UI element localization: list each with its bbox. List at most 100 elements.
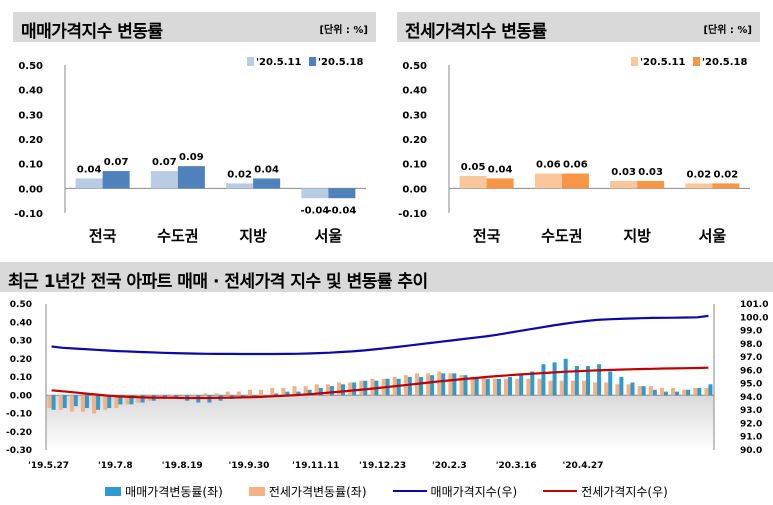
trend-left-tick-label: -0.10 [6, 410, 32, 420]
jeonse-panel-unit: [단위 : %] [703, 25, 752, 36]
legend-label-sale-index: 매매가격지수(우) [430, 484, 518, 499]
sale-bar [253, 178, 281, 189]
trend-jeonse-change-bar [581, 380, 586, 396]
trend-jeonse-change-bar [92, 395, 97, 414]
trend-jeonse-change-bar [492, 378, 497, 396]
trend-jeonse-index-line [51, 366, 709, 400]
legend-jeonse-index: 전세가격지수(우) [543, 482, 668, 500]
trend-jeonse-change-bar [481, 377, 486, 396]
trend-sale-change-bar [318, 387, 323, 396]
trend-chart: 0.50 0.40 0.30 0.20 0.10 0.00 -0.10 -0.20 -0.30 1… [6, 300, 768, 471]
trend-jeonse-change-bar [615, 384, 620, 396]
sale-panel-unit: [단위 : %] [319, 25, 368, 36]
trend-right-tick-label: 90.0 [740, 446, 762, 456]
trend-sale-change-bar [563, 358, 568, 396]
sale-y-tick-label: -0.10 [14, 209, 43, 220]
trend-sale-change-bar [407, 377, 412, 396]
trend-sale-change-bar [441, 373, 446, 396]
legend-swatch-jeonse-change [248, 486, 265, 496]
trend-sale-change-bar [307, 389, 312, 396]
trend-x-tick-label: '20.4.27 [563, 461, 604, 471]
jeonse-y-tick-label: -0.10 [398, 209, 427, 220]
trend-x-tick-label: '19.11.11 [292, 461, 339, 471]
trend-sale-index-line [51, 314, 709, 356]
trend-jeonse-change-bar [693, 387, 698, 396]
trend-jeonse-change-bar [370, 378, 375, 396]
trend-sale-change-bar [129, 395, 134, 405]
trend-right-tick-label: 94.0 [740, 393, 762, 403]
trend-sale-change-bar [641, 386, 646, 396]
trend-x-tick-label: '20.2.3 [432, 461, 467, 471]
trend-negative-band [46, 395, 714, 450]
trend-jeonse-change-bar [247, 389, 252, 396]
sale-data-label: 0.02 [227, 169, 252, 180]
trend-sale-change-bar [107, 395, 112, 409]
sale-legend-label: '20.5.18 [318, 57, 363, 68]
trend-jeonse-change-bar [225, 391, 230, 396]
legend-jeonse-change: 전세가격변동률(좌) [248, 482, 367, 500]
trend-right-tick-label: 101.0 [740, 300, 768, 310]
trend-left-tick-label: 0.50 [10, 300, 32, 310]
trend-sale-change-bar [708, 384, 713, 396]
trend-jeonse-change-bar [359, 380, 364, 396]
sale-bar [226, 183, 254, 189]
trend-sale-change-bar [274, 393, 279, 396]
sale-bar [328, 188, 356, 199]
jeonse-y-tick-label: 0.50 [402, 61, 427, 72]
trend-sale-change-bar [585, 366, 590, 396]
sale-data-label: -0.04 [327, 205, 356, 216]
sale-category-label: 서울 [315, 227, 343, 245]
trend-jeonse-change-bar [281, 387, 286, 396]
trend-sale-change-bar [686, 389, 691, 396]
trend-jeonse-change-bar [604, 382, 609, 396]
trend-sale-change-bar [285, 391, 290, 396]
trend-left-tick-label: 0.00 [10, 391, 32, 401]
trend-sale-change-bar [96, 395, 101, 410]
trend-left-tick-label: 0.30 [10, 337, 32, 347]
trend-panel-title: 최근 1년간 전국 아파트 매매 · 전세가격 지수 및 변동률 추이 [8, 272, 428, 292]
trend-jeonse-change-bar [448, 373, 453, 396]
trend-sale-change-bar [697, 387, 702, 396]
trend-jeonse-change-bar [214, 393, 219, 396]
sale-legend-label: '20.5.11 [256, 57, 301, 68]
trend-jeonse-change-bar [659, 387, 664, 396]
trend-right-tick-label: 98.0 [740, 340, 762, 350]
jeonse-panel-title: 전세가격지수 변동률 [405, 22, 547, 42]
trend-sale-change-bar [519, 375, 524, 396]
trend-jeonse-change-bar [80, 395, 85, 412]
trend-jeonse-change-bar [314, 384, 319, 396]
sale-legend-swatch [247, 57, 254, 66]
trend-left-tick-label: -0.20 [6, 428, 32, 438]
trend-right-tick-label: 100.0 [740, 313, 768, 323]
trend-sale-change-bar [329, 386, 334, 396]
trend-jeonse-change-bar [125, 395, 130, 405]
trend-sale-change-bar [341, 384, 346, 396]
jeonse-bar [685, 183, 713, 189]
sale-y-tick-label: 0.30 [18, 110, 43, 121]
trend-jeonse-change-bar [526, 378, 531, 396]
jeonse-panel-header: 전세가격지수 변동률 [단위 : %] [397, 12, 760, 42]
trend-panel-header: 최근 1년간 전국 아파트 매매 · 전세가격 지수 및 변동률 추이 [0, 262, 773, 292]
trend-sale-change-bar [418, 377, 423, 396]
trend-x-tick-label: '19.8.19 [162, 461, 203, 471]
trend-sale-change-bar [574, 366, 579, 396]
jeonse-legend-label: '20.5.11 [640, 57, 685, 68]
trend-jeonse-change-bar [637, 386, 642, 396]
sale-data-label: -0.04 [300, 205, 329, 216]
trend-sale-change-bar [619, 377, 624, 396]
sale-bar [177, 166, 205, 189]
sale-legend-swatch [309, 57, 316, 66]
trend-jeonse-change-bar [292, 386, 297, 396]
sale-data-label: 0.07 [104, 157, 129, 168]
legend-swatch-jeonse-index [543, 490, 578, 492]
jeonse-change-chart: 0.50 0.40 0.30 0.20 0.10 0.00 -0.10 0.05 0.04 전국 0… [398, 57, 750, 245]
jeonse-data-label: 0.06 [536, 160, 561, 171]
trend-jeonse-change-bar [58, 395, 63, 410]
jeonse-data-label: 0.02 [714, 169, 739, 180]
trend-jeonse-change-bar [537, 378, 542, 396]
trend-sale-change-bar [608, 371, 613, 396]
trend-sale-change-bar [396, 378, 401, 396]
trend-jeonse-change-bar [437, 371, 442, 396]
jeonse-data-label: 0.03 [611, 167, 636, 178]
trend-x-tick-label: '19.9.30 [229, 461, 270, 471]
